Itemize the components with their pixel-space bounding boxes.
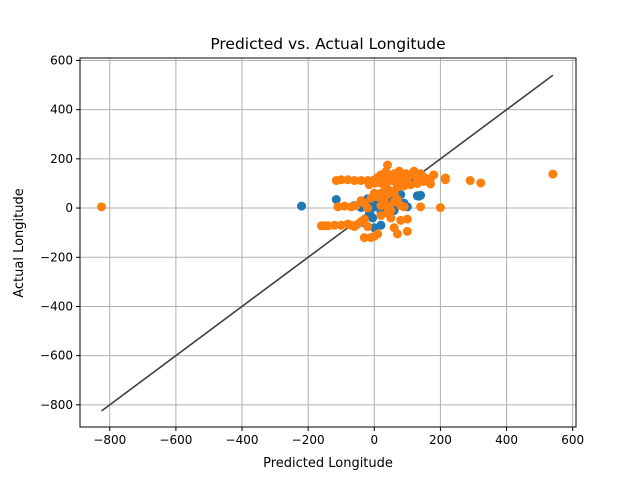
reference-line bbox=[101, 74, 554, 412]
series-2-point bbox=[343, 175, 353, 185]
series-2-point bbox=[356, 176, 366, 186]
series-2-point bbox=[363, 203, 373, 213]
series-2-point bbox=[336, 220, 346, 230]
grid-lines bbox=[80, 58, 576, 427]
series-2-point bbox=[349, 176, 359, 186]
series-2-point bbox=[330, 220, 340, 230]
series-1-point bbox=[331, 194, 341, 204]
series-2-point bbox=[435, 203, 445, 213]
y-tick-label: 0 bbox=[65, 201, 73, 215]
series-2-point bbox=[399, 202, 409, 212]
series-1-point bbox=[368, 213, 378, 223]
series-1-point bbox=[297, 201, 307, 211]
series-2-point bbox=[376, 201, 386, 211]
series-2-point bbox=[331, 176, 341, 186]
series-2-point bbox=[366, 233, 376, 243]
reference-line-group bbox=[101, 74, 554, 412]
series-2-point bbox=[378, 179, 388, 189]
series-1-point bbox=[376, 220, 386, 230]
plot-area-frame bbox=[79, 57, 577, 428]
series-2-point bbox=[440, 175, 450, 185]
series-2-point bbox=[548, 169, 558, 179]
series-2-point bbox=[426, 179, 436, 189]
x-axis-ticks: −800 −600 −400 −200 0 200 400 600 bbox=[93, 427, 584, 447]
y-axis-ticks: −800 −600 −400 −200 0 200 400 600 bbox=[40, 53, 80, 412]
series-1-point bbox=[416, 190, 426, 200]
series-2-point bbox=[396, 215, 406, 225]
series-2-point bbox=[340, 201, 350, 211]
y-tick-label: −400 bbox=[40, 299, 73, 313]
x-tick-label: 200 bbox=[429, 433, 452, 447]
y-tick-label: −800 bbox=[40, 398, 73, 412]
y-tick-label: −600 bbox=[40, 349, 73, 363]
chart-title: Predicted vs. Actual Longitude bbox=[210, 35, 445, 53]
y-tick-label: −200 bbox=[40, 250, 73, 264]
x-axis-label: Predicted Longitude bbox=[263, 456, 393, 471]
series-2-point bbox=[416, 202, 426, 212]
series-2-point bbox=[363, 222, 373, 232]
series-2-point bbox=[333, 202, 343, 212]
y-tick-label: 200 bbox=[50, 152, 73, 166]
x-tick-label: −800 bbox=[93, 433, 126, 447]
series-2-point bbox=[96, 202, 106, 212]
series-2-point bbox=[465, 176, 475, 186]
series-2-point bbox=[402, 226, 412, 236]
series-2-point bbox=[383, 208, 393, 218]
x-tick-label: 600 bbox=[561, 433, 584, 447]
series-2-point bbox=[346, 202, 356, 212]
y-tick-label: 600 bbox=[50, 53, 73, 67]
series-2-point bbox=[389, 223, 399, 233]
x-tick-label: −200 bbox=[292, 433, 325, 447]
x-tick-label: −400 bbox=[226, 433, 259, 447]
data-points bbox=[96, 160, 558, 243]
series-2-point bbox=[476, 178, 486, 188]
series-2-point bbox=[389, 197, 399, 207]
series-2-point bbox=[359, 233, 369, 243]
x-tick-label: 400 bbox=[495, 433, 518, 447]
x-tick-label: −600 bbox=[159, 433, 192, 447]
y-tick-label: 400 bbox=[50, 103, 73, 117]
series-2-point bbox=[364, 180, 374, 190]
y-axis-label: Actual Longitude bbox=[12, 188, 27, 298]
series-2-point bbox=[316, 221, 326, 231]
x-tick-label: 0 bbox=[370, 433, 378, 447]
